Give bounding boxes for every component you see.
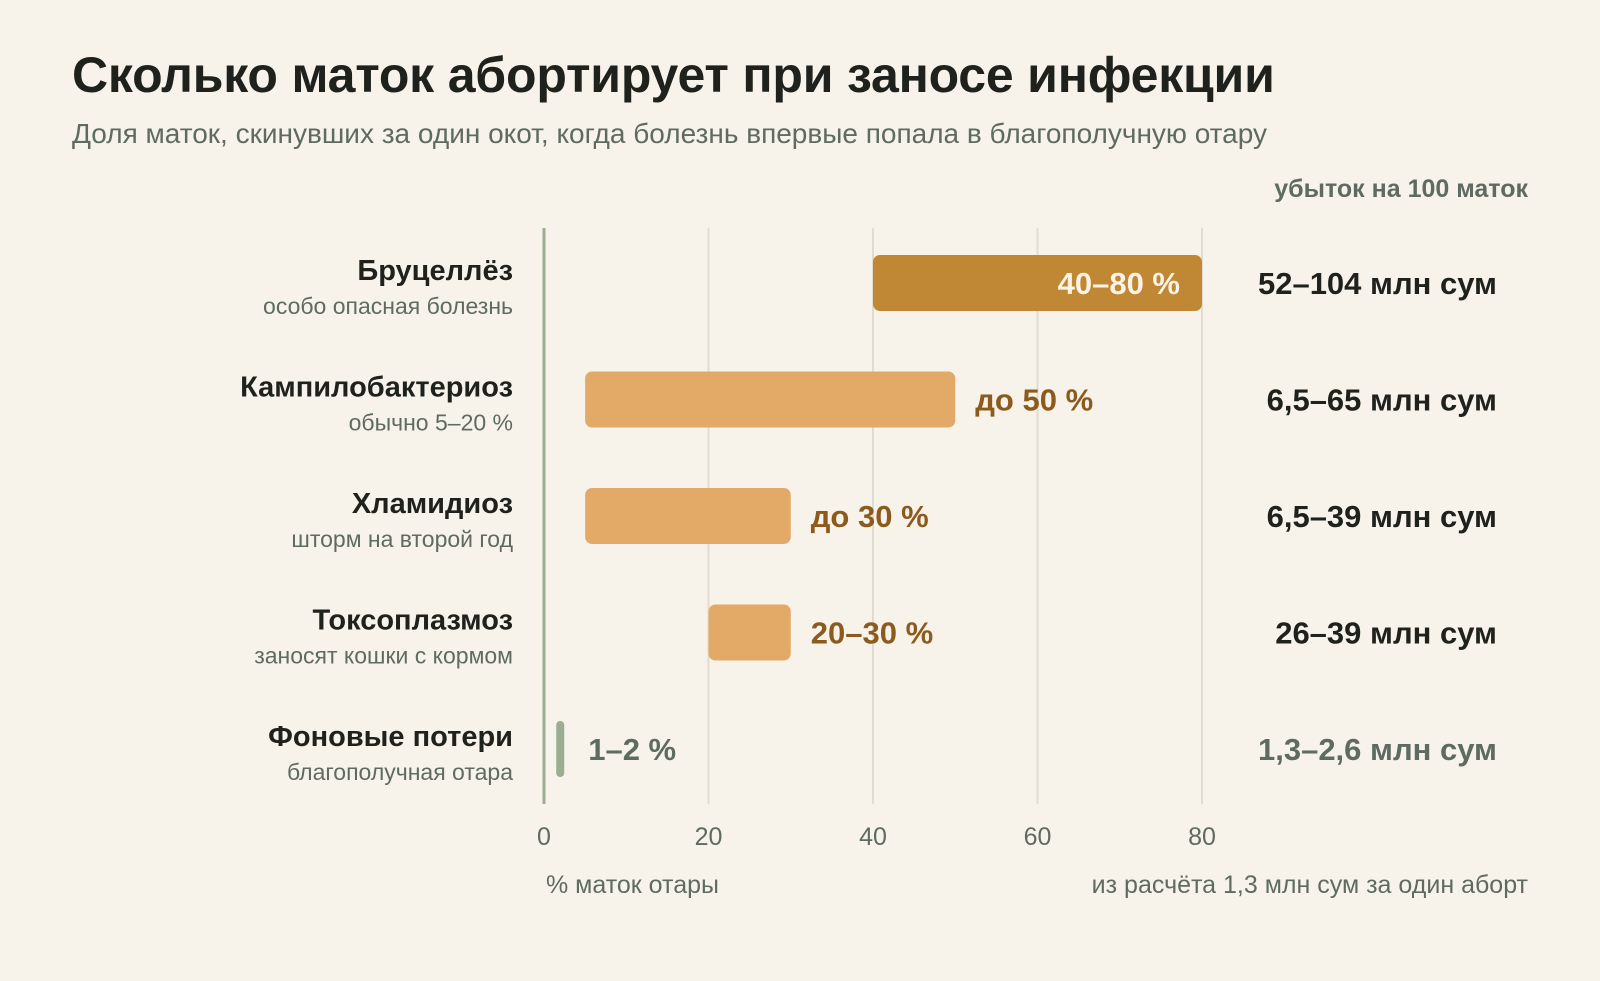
x-axis-ticks: 0 20 40 60 80 — [537, 823, 1216, 851]
grid-lines — [542, 228, 1203, 804]
category-labels: Бруцеллёз особо опасная болезнь Кампилобак… — [240, 255, 513, 785]
category-name: Бруцеллёз — [357, 255, 513, 287]
category-name: Токсоплазмоз — [312, 605, 513, 637]
bars: 40–80 % до 50 % до 30 % 20–30 % 1–2 % — [556, 255, 1202, 777]
chart-subtitle: Доля маток, скинувших за один окот, когд… — [72, 118, 1267, 149]
chart-title: Сколько маток абортирует при заносе инфе… — [72, 47, 1275, 103]
category-note: обычно 5–20 % — [349, 410, 513, 436]
bar — [585, 371, 956, 428]
category-note: особо опасная болезнь — [263, 293, 513, 319]
x-tick-label: 40 — [859, 823, 887, 851]
x-tick-label: 60 — [1024, 823, 1052, 851]
x-tick-label: 20 — [695, 823, 723, 851]
bar-value-label: до 50 % — [975, 383, 1093, 418]
loss-column-header: убыток на 100 маток — [1274, 175, 1528, 203]
category-note: благополучная отара — [287, 759, 513, 785]
bar — [708, 604, 791, 661]
bar — [873, 255, 1202, 311]
loss-values: 52–104 млн сум 6,5–65 млн сум 6,5–39 млн с… — [1258, 266, 1497, 767]
loss-value: 6,5–65 млн сум — [1267, 383, 1497, 418]
bar — [585, 488, 791, 544]
loss-value: 52–104 млн сум — [1258, 266, 1497, 301]
loss-value: 1,3–2,6 млн сум — [1258, 732, 1497, 767]
bar — [556, 721, 565, 777]
loss-footnote: из расчёта 1,3 млн сум за один аборт — [1091, 871, 1528, 899]
category-note: заносят кошки с кормом — [254, 643, 513, 669]
x-tick-label: 0 — [537, 823, 551, 851]
category-name: Хламидиоз — [352, 488, 513, 520]
loss-value: 6,5–39 млн сум — [1267, 499, 1497, 534]
category-name: Фоновые потери — [268, 721, 513, 753]
bar-value-label: 40–80 % — [1058, 266, 1180, 301]
bar-value-label: 1–2 % — [588, 732, 676, 767]
x-axis-title: % маток отары — [546, 871, 719, 899]
category-note: шторм на второй год — [291, 526, 513, 552]
bar-value-label: 20–30 % — [811, 616, 933, 651]
loss-value: 26–39 млн сум — [1275, 616, 1497, 651]
category-name: Кампилобактериоз — [240, 372, 513, 404]
x-tick-label: 80 — [1188, 823, 1216, 851]
bar-value-label: до 30 % — [811, 499, 929, 534]
